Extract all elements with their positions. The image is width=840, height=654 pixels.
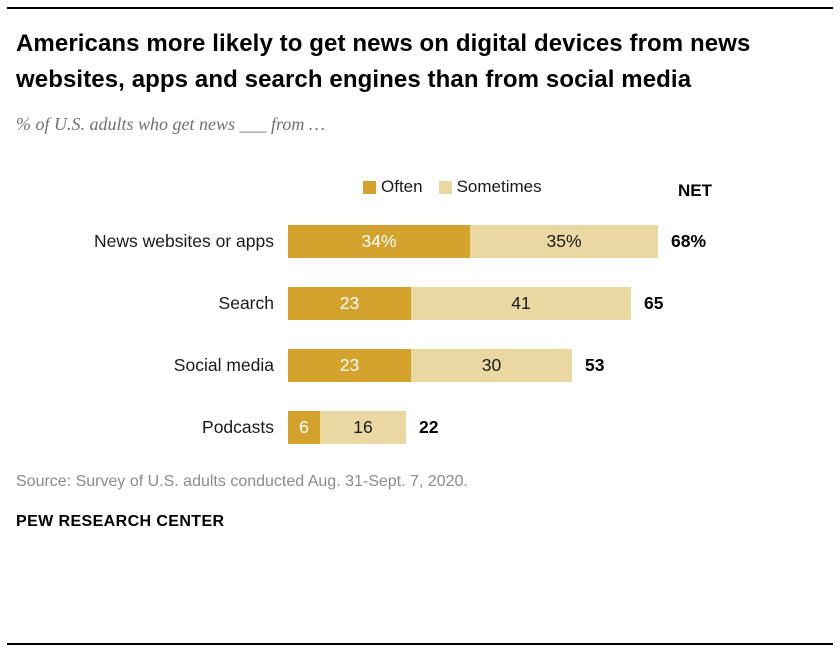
bar-segment-sometimes: 16 — [320, 411, 406, 444]
stacked-bar: 23 41 — [288, 287, 631, 320]
category-label: Social media — [173, 355, 274, 375]
category-label: Podcasts — [202, 417, 274, 437]
bar-segment-often: 6 — [288, 411, 320, 444]
legend-label-often: Often — [381, 177, 423, 196]
category-label: News websites or apps — [94, 231, 274, 251]
bar-segment-sometimes: 41 — [411, 287, 631, 320]
category-label: Search — [218, 293, 274, 313]
chart-subtitle: % of U.S. adults who get news ___ from … — [16, 114, 325, 134]
bar-segment-sometimes: 35% — [470, 225, 658, 258]
brand-footer: PEW RESEARCH CENTER — [16, 513, 225, 530]
legend-label-sometimes: Sometimes — [456, 177, 542, 196]
net-value: 68% — [671, 231, 707, 251]
bar-row: News websites or apps 34% 35% 68% — [16, 225, 824, 258]
chart-card: Americans more likely to get news on dig… — [16, 30, 824, 530]
bar-segment-sometimes: 30 — [411, 349, 572, 382]
bar-row: Podcasts 6 16 22 — [16, 411, 824, 444]
stacked-bar: 23 30 — [288, 349, 572, 382]
legend-row: Often Sometimes NET — [16, 177, 824, 200]
bar-segment-often: 23 — [288, 287, 411, 320]
net-value: 22 — [419, 417, 439, 437]
bar-rows: News websites or apps 34% 35% 68% Search 23 41… — [16, 225, 824, 444]
bottom-rule — [7, 643, 833, 645]
bar-row: Social media 23 30 53 — [16, 349, 824, 382]
bar-segment-often: 34% — [288, 225, 470, 258]
net-column-header: NET — [678, 181, 712, 200]
legend-item-often: Often — [363, 177, 423, 197]
bar-row: Search 23 41 65 — [16, 287, 824, 320]
bar-segment-often: 23 — [288, 349, 411, 382]
source-note: Source: Survey of U.S. adults conducted … — [16, 473, 468, 490]
legend: Often Sometimes — [363, 177, 542, 197]
net-value: 65 — [644, 293, 664, 313]
legend-item-sometimes: Sometimes — [438, 177, 542, 197]
chart-title: Americans more likely to get news on dig… — [16, 30, 751, 93]
net-value: 53 — [585, 355, 605, 375]
sometimes-swatch-icon — [438, 180, 452, 194]
often-swatch-icon — [363, 180, 376, 194]
stacked-bar: 34% 35% — [288, 225, 658, 258]
stacked-bar: 6 16 — [288, 411, 406, 444]
top-rule — [7, 7, 833, 9]
